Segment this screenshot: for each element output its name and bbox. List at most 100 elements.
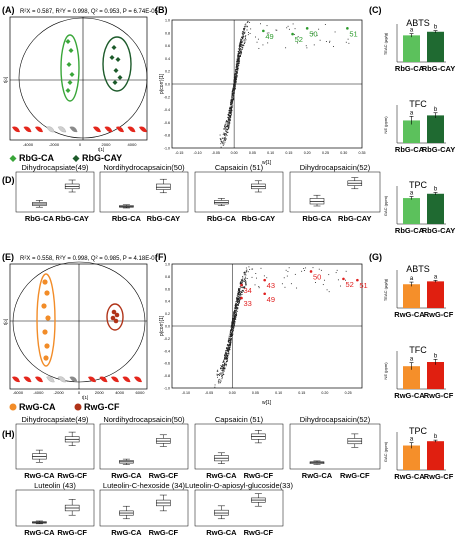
variable-point [233, 81, 235, 83]
boxplot-category-label: RwG-CF [57, 471, 87, 480]
variable-point [238, 65, 240, 66]
variable-point [230, 331, 232, 333]
variable-point [232, 320, 234, 322]
variable-point [240, 43, 242, 45]
variable-point [227, 120, 229, 122]
variable-point [233, 92, 235, 94]
variable-point [237, 55, 239, 57]
boxplot-frame [15, 171, 95, 213]
variable-point [245, 280, 247, 282]
variable-point [226, 355, 228, 357]
variable-point [229, 106, 231, 108]
variable-point [225, 127, 227, 129]
variable-point [230, 115, 232, 117]
variable-point [229, 115, 231, 116]
variable-point [236, 61, 238, 63]
variable-point [345, 41, 347, 43]
variable-point [229, 119, 231, 121]
marker-point [262, 29, 265, 33]
variable-point [231, 102, 233, 104]
variable-point [238, 298, 240, 299]
marker-point [291, 32, 294, 36]
variable-point [230, 101, 232, 102]
variable-point [227, 350, 229, 352]
boxplot-category-label: RbG-CAY [242, 214, 275, 223]
variable-point [222, 369, 224, 371]
variable-point [239, 43, 241, 45]
variable-point [235, 311, 237, 313]
variable-point [233, 313, 235, 315]
variable-point [232, 93, 234, 95]
variable-point [233, 312, 235, 313]
variable-point [235, 314, 237, 316]
variable-point [222, 365, 224, 367]
variable-point [231, 93, 233, 95]
variable-point [234, 324, 235, 326]
variable-point [228, 123, 230, 125]
chili-pepper-icon [12, 376, 20, 383]
variable-point [232, 324, 234, 326]
y-tick-label: 0.8 [165, 31, 170, 35]
y-tick-label: 0.0 [165, 83, 170, 87]
variable-point [239, 293, 241, 295]
panel-a-x-label: t[1] [98, 147, 104, 152]
panel-a-label: (A) [2, 5, 15, 15]
significance-letter: b [434, 353, 438, 359]
variable-point [226, 126, 228, 128]
variable-point [238, 58, 240, 60]
variable-point [254, 284, 256, 286]
variable-point [217, 370, 219, 372]
marker-label: 33 [244, 299, 252, 308]
variable-point [237, 54, 239, 56]
variable-point [238, 55, 240, 57]
variable-point [220, 140, 222, 142]
variable-point [233, 88, 234, 90]
variable-point [234, 79, 236, 81]
variable-point [232, 100, 234, 101]
variable-point [244, 35, 246, 37]
variable-point [219, 138, 221, 140]
variable-point [232, 324, 234, 326]
variable-point [297, 42, 298, 44]
marker-point [309, 270, 313, 273]
variable-point [333, 45, 334, 47]
variable-point [233, 91, 235, 93]
variable-point [225, 360, 227, 362]
x-tick-label: 0.10 [275, 391, 282, 395]
variable-point [235, 318, 236, 320]
boxplot-title: Dihydrocapsaicin(52) [300, 163, 371, 172]
variable-point [318, 28, 320, 30]
variable-point [228, 115, 230, 117]
variable-point [233, 317, 235, 319]
variable-point [243, 32, 245, 34]
variable-point [256, 277, 257, 279]
variable-point [228, 339, 230, 341]
variable-point [228, 124, 230, 126]
variable-point [235, 71, 237, 72]
variable-point [256, 41, 258, 43]
variable-point [232, 92, 234, 94]
variable-point [231, 99, 232, 101]
variable-point [237, 60, 239, 62]
panel-h-label: (H) [2, 429, 15, 439]
variable-point [247, 271, 249, 273]
x-tick-label: 4000 [128, 142, 138, 147]
chili-pepper-icon [35, 126, 43, 133]
variable-point [231, 329, 233, 331]
variable-point [286, 27, 288, 29]
bar-category-label: RwG-CA [394, 310, 425, 319]
variable-point [232, 94, 234, 96]
variable-point [238, 291, 240, 293]
variable-point [232, 90, 234, 92]
variable-point [226, 129, 228, 131]
variable-point [227, 121, 229, 122]
boxplot-category-label: RwG-CF [57, 528, 87, 537]
variable-point [223, 367, 225, 369]
variable-point [236, 297, 238, 299]
variable-point [244, 286, 246, 288]
y-tick-label: 0.4 [165, 57, 170, 61]
x-tick-label: -4000 [33, 390, 44, 395]
variable-point [239, 296, 241, 298]
score-point [115, 57, 121, 62]
variable-point [233, 322, 235, 324]
